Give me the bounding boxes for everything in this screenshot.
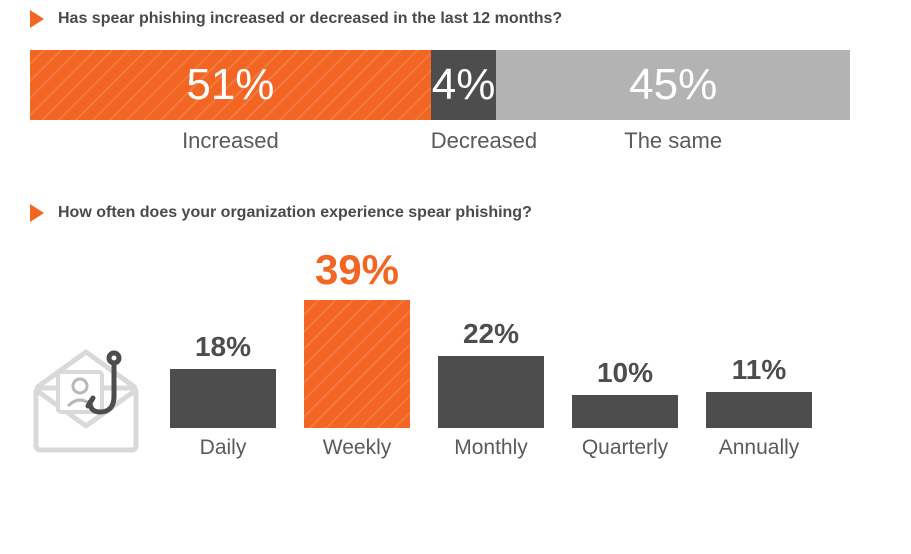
chart1-segment-decreased: 4% [431, 50, 497, 120]
chart1-segment-increased: 51% [30, 50, 431, 120]
chart2-area: 18%Daily39%Weekly22%Monthly10%Quarterly1… [30, 246, 881, 460]
section2-title: How often does your organization experie… [58, 204, 532, 222]
chart2-rect [170, 369, 276, 428]
section1-header: Has spear phishing increased or decrease… [30, 10, 881, 28]
triangle-right-icon [30, 10, 44, 28]
chart2-bar-weekly: 39% Weekly [304, 246, 410, 460]
chart2-value: 18% [195, 331, 251, 363]
chart2-bar-daily: 18% Daily [170, 331, 276, 460]
section1-title: Has spear phishing increased or decrease… [58, 10, 562, 28]
chart2-value: 39% [315, 246, 399, 294]
chart2-value: 22% [463, 318, 519, 350]
chart1-stacked-bar: 51% 4% 45% [30, 50, 850, 120]
chart1-label: Decreased [431, 128, 497, 154]
chart2-label: Daily [200, 436, 247, 460]
chart2-rect [706, 392, 812, 428]
triangle-right-icon [30, 204, 44, 222]
chart2-rect [304, 300, 410, 428]
chart2-value: 11% [732, 354, 787, 386]
chart1-value: 4% [432, 60, 496, 110]
chart1-segment-the-same: 45% [496, 50, 850, 120]
chart2-bar-annually: 11% Annually [706, 354, 812, 460]
chart2-bar-monthly: 22% Monthly [438, 318, 544, 460]
chart2-bar-quarterly: 10% Quarterly [572, 357, 678, 460]
chart1-value: 51% [186, 60, 274, 110]
chart2-bars: 18%Daily39%Weekly22%Monthly10%Quarterly1… [170, 246, 812, 460]
chart1-label: The same [496, 128, 850, 154]
chart2-rect [438, 356, 544, 428]
chart2-rect [572, 395, 678, 428]
chart1-label: Increased [30, 128, 431, 154]
phishing-envelope-icon [30, 340, 160, 460]
chart2-label: Weekly [323, 436, 391, 460]
chart2-label: Monthly [454, 436, 528, 460]
chart2-value: 10% [597, 357, 653, 389]
section2-header: How often does your organization experie… [30, 204, 881, 222]
chart1-value: 45% [629, 60, 717, 110]
chart1-labels: IncreasedDecreasedThe same [30, 128, 850, 154]
chart2-label: Quarterly [582, 436, 668, 460]
chart2-label: Annually [719, 436, 800, 460]
